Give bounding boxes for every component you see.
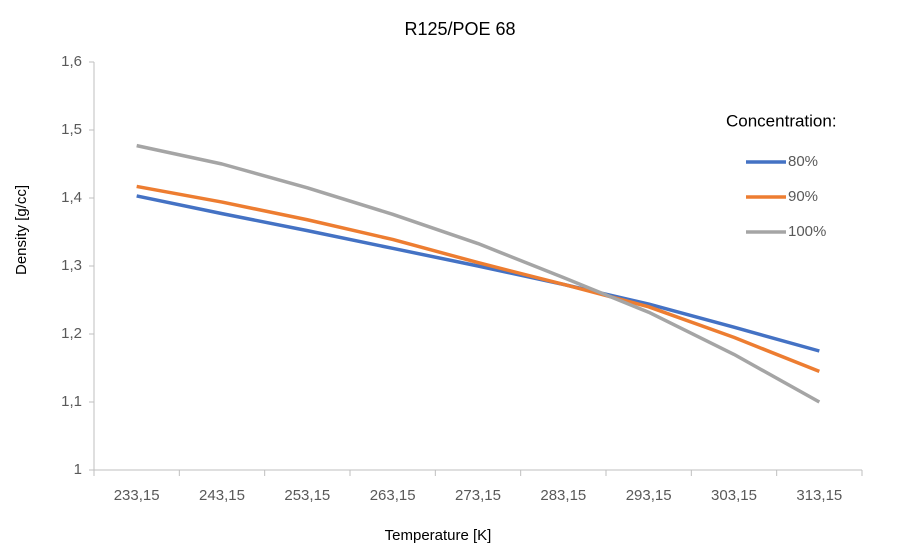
y-tick-label: 1,3 (61, 257, 82, 274)
x-tick-label: 313,15 (796, 487, 842, 504)
x-axis-title: Temperature [K] (385, 527, 492, 544)
x-tick-label: 273,15 (455, 487, 501, 504)
y-tick-label: 1,1 (61, 393, 82, 410)
x-tick-label: 243,15 (199, 487, 245, 504)
legend-label: 90% (788, 188, 818, 205)
legend-label: 100% (788, 223, 826, 240)
x-tick-label: 253,15 (284, 487, 330, 504)
x-tick-label: 283,15 (540, 487, 586, 504)
line-series (136, 143, 821, 404)
line-series (136, 194, 820, 353)
legend-title: Concentration: (726, 111, 837, 130)
chart-title: R125/POE 68 (404, 19, 515, 39)
x-tick-label: 263,15 (370, 487, 416, 504)
x-tick-label: 303,15 (711, 487, 757, 504)
line-series (136, 184, 820, 374)
y-tick-label: 1,6 (61, 53, 82, 70)
legend-label: 80% (788, 153, 818, 170)
y-tick-label: 1 (74, 461, 82, 478)
y-axis-title: Density [g/cc] (13, 185, 30, 275)
y-tick-label: 1,4 (61, 189, 82, 206)
y-tick-label: 1,2 (61, 325, 82, 342)
x-tick-label: 293,15 (626, 487, 672, 504)
y-tick-label: 1,5 (61, 121, 82, 138)
x-tick-label: 233,15 (114, 487, 160, 504)
